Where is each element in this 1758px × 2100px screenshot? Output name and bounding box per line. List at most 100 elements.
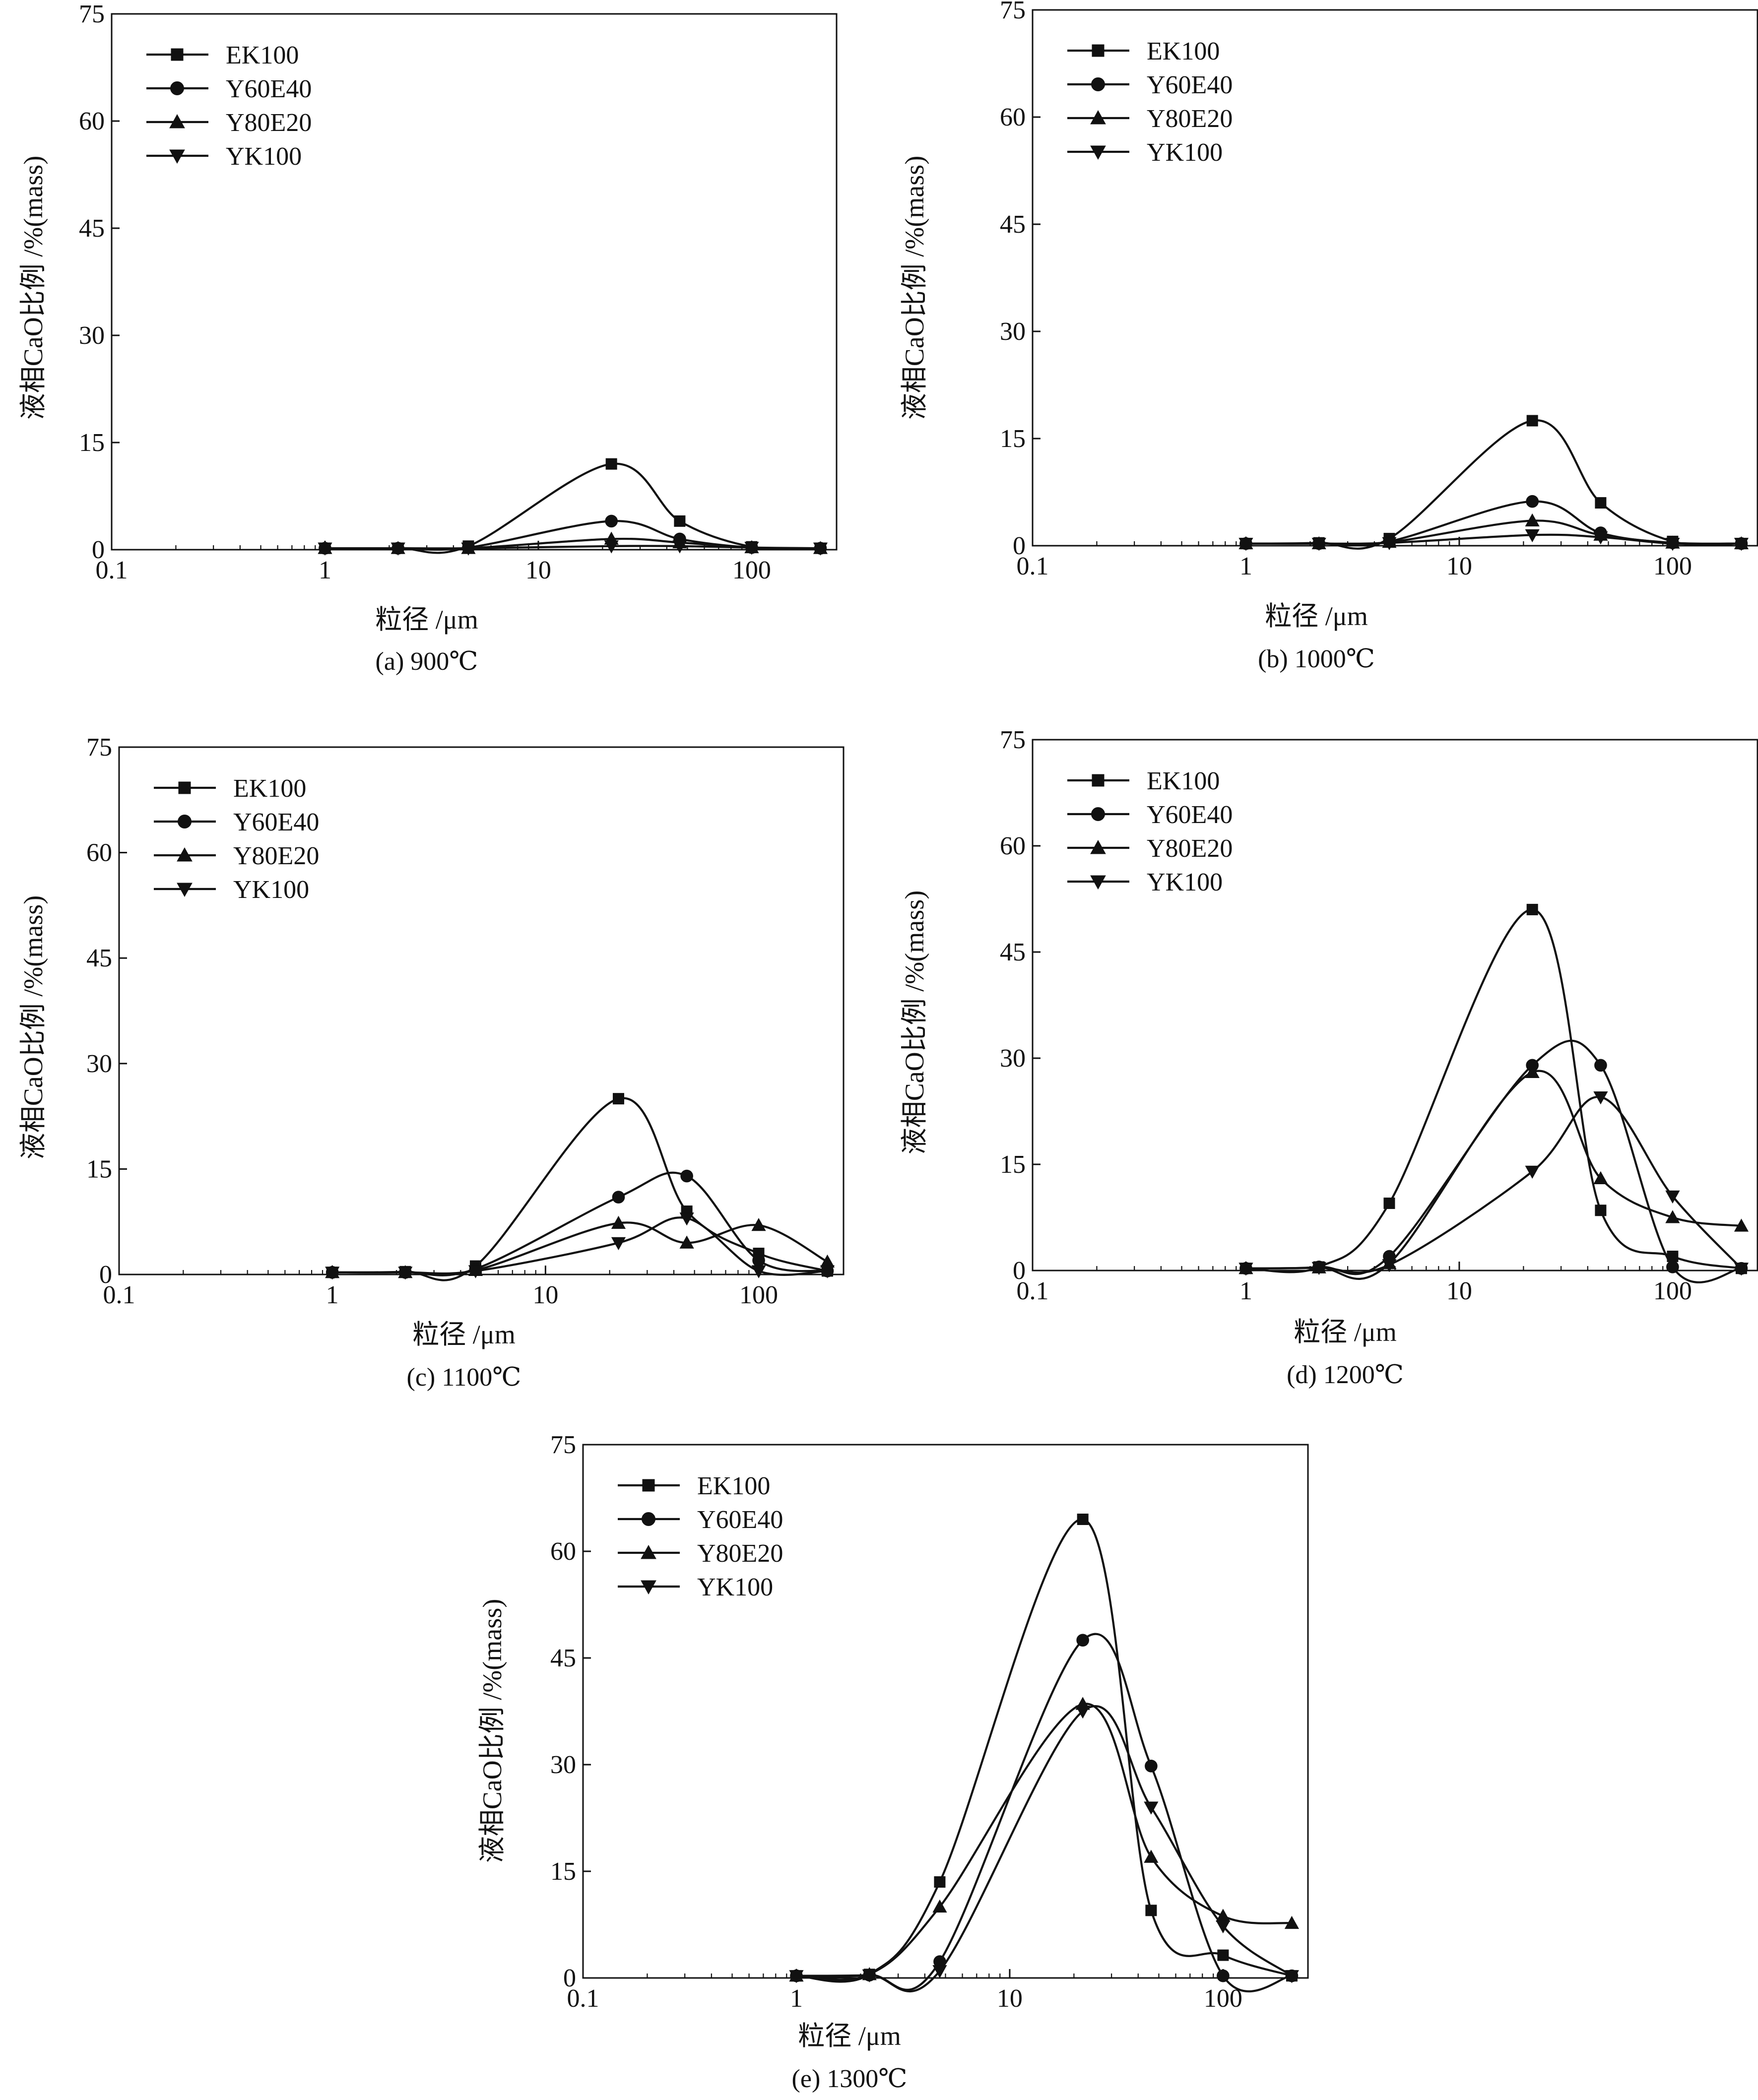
- chart-b-y-tick-label: 45: [1000, 210, 1026, 239]
- chart-d-series-3-point: [1734, 1263, 1749, 1276]
- chart-e-y-axis-label: 液相CaO比例 /%(mass): [477, 1599, 507, 1863]
- chart-e-legend-marker: [641, 1544, 656, 1559]
- chart-b-y-tick-label: 0: [1013, 532, 1026, 560]
- chart-c-y-tick-label: 0: [99, 1261, 112, 1289]
- chart-e-series-1-point: [1145, 1760, 1158, 1773]
- chart-a-legend-marker: [171, 48, 184, 61]
- chart-e-legend-label: Y60E40: [697, 1506, 783, 1534]
- chart-e-series-3-point: [1075, 1706, 1090, 1719]
- chart-c-x-tick-label: 0.1: [103, 1281, 135, 1309]
- chart-d-x-tick-label: 10: [1446, 1277, 1472, 1305]
- chart-e-x-tick-label: 10: [997, 1984, 1023, 2013]
- chart-c-legend-marker: [177, 883, 193, 897]
- chart-c-legend-label: Y80E20: [233, 842, 319, 870]
- chart-d-series-2-point: [1525, 1065, 1540, 1079]
- chart-d-series-2-line: [1245, 1070, 1742, 1280]
- chart-a-caption: (a) 900℃: [376, 647, 478, 676]
- chart-a-x-tick-label: 10: [525, 556, 551, 584]
- chart-d-series-3-point: [1525, 1165, 1540, 1179]
- chart-c-series-3-point: [611, 1237, 626, 1250]
- chart-c-series-3-point: [751, 1265, 766, 1278]
- chart-c-y-tick-label: 45: [86, 944, 112, 972]
- chart-c-y-tick-label: 75: [86, 733, 112, 762]
- chart-a-y-tick-label: 30: [79, 321, 105, 350]
- chart-d-series-2-point: [1593, 1171, 1608, 1185]
- chart-d-y-axis-label: 液相CaO比例 /%(mass): [900, 891, 929, 1154]
- chart-b-x-tick-label: 100: [1653, 552, 1692, 580]
- chart-d-series-2-point: [1734, 1218, 1749, 1232]
- chart-d-series-3-point: [1593, 1091, 1608, 1105]
- chart-d-legend-marker: [1090, 875, 1106, 890]
- chart-b-x-axis-label: 粒径 /μm: [1265, 601, 1367, 631]
- chart-e-series-3-point: [862, 1969, 877, 1983]
- chart-b-y-tick-label: 60: [1000, 103, 1026, 131]
- chart-a-y-tick-label: 45: [79, 214, 105, 243]
- chart-b-series-0-point: [1595, 497, 1607, 509]
- chart-e-y-tick-label: 30: [550, 1751, 576, 1779]
- chart-b-legend-marker: [1091, 77, 1105, 91]
- chart-d-x-tick-label: 0.1: [1017, 1277, 1049, 1305]
- chart-c-series-3-point: [398, 1267, 413, 1280]
- chart-e-series-1-point: [1076, 1634, 1089, 1647]
- chart-e-legend-marker: [642, 1512, 655, 1526]
- chart-e-y-tick-label: 75: [550, 1431, 576, 1459]
- chart-b-series-3-point: [1382, 537, 1397, 551]
- chart-a-x-axis-label: 粒径 /μm: [375, 605, 478, 635]
- chart-a-legend-marker: [170, 81, 184, 95]
- chart-a-series-3-point: [813, 542, 828, 556]
- chart-d-series-1-point: [1594, 1059, 1607, 1072]
- chart-d-series-3-line: [1245, 1096, 1742, 1274]
- chart-d-y-tick-label: 75: [1000, 726, 1026, 754]
- chart-a-legend-marker: [169, 149, 185, 164]
- chart-a-y-axis-label: 液相CaO比例 /%(mass): [18, 156, 48, 420]
- chart-d-y-tick-label: 0: [1013, 1257, 1026, 1285]
- chart-d-y-tick-label: 30: [1000, 1044, 1026, 1073]
- chart-d-legend-marker: [1090, 839, 1106, 854]
- chart-c-series-1-point: [752, 1254, 765, 1267]
- chart-b-x-tick-label: 10: [1446, 552, 1472, 580]
- chart-a-series-0-point: [605, 458, 617, 470]
- chart-e-y-tick-label: 45: [550, 1644, 576, 1672]
- chart-c-legend-marker: [178, 781, 191, 794]
- chart-c-series-0-point: [612, 1093, 624, 1105]
- chart-e-y-tick-label: 0: [563, 1964, 576, 1992]
- chart-c-legend-marker: [177, 847, 193, 862]
- chart-d-legend-marker: [1092, 774, 1105, 787]
- chart-panel-a: 液相CaO比例 /%(mass) 粒径 /μm (a) 900℃ 0 15 30 45…: [18, 0, 838, 676]
- chart-a-y-tick-label: 60: [79, 107, 105, 135]
- chart-c-series-1-point: [680, 1169, 693, 1183]
- chart-d-series-3-point: [1311, 1262, 1326, 1275]
- chart-d-legend-label: Y60E40: [1147, 801, 1233, 829]
- chart-d-legend-label: EK100: [1147, 767, 1220, 795]
- chart-c-caption: (c) 1100℃: [407, 1363, 521, 1392]
- chart-a-series-1-point: [605, 514, 618, 528]
- chart-b-legend-marker: [1090, 110, 1106, 125]
- chart-d-caption: (d) 1200℃: [1287, 1361, 1404, 1389]
- chart-d-x-axis-label: 粒径 /μm: [1294, 1317, 1396, 1347]
- chart-a-x-tick-label: 1: [319, 556, 331, 584]
- chart-d-x-tick-label: 1: [1239, 1277, 1252, 1305]
- chart-b-series-3-point: [1593, 531, 1608, 545]
- chart-a-series-3-point: [461, 542, 476, 556]
- chart-panel-b: 液相CaO比例 /%(mass) 粒径 /μm (b) 1000℃ 0 15 30 4…: [900, 0, 1758, 673]
- chart-c-y-tick-label: 15: [86, 1155, 112, 1183]
- chart-b-legend-label: EK100: [1147, 37, 1220, 65]
- chart-a-legend-marker: [169, 114, 185, 128]
- chart-b-series-3-point: [1665, 538, 1680, 551]
- chart-c-frame: [118, 746, 845, 1275]
- chart-e-series-1-point: [1217, 1969, 1230, 1982]
- chart-d-series-3-point: [1382, 1259, 1397, 1273]
- chart-b-y-tick-label: 75: [1000, 0, 1026, 24]
- chart-e-series-1-line: [796, 1633, 1292, 1993]
- chart-e-legend-marker: [642, 1479, 655, 1492]
- chart-c-legend-marker: [178, 815, 192, 828]
- chart-e-series-3-point: [1144, 1801, 1159, 1815]
- chart-a-frame: [111, 13, 838, 551]
- chart-a-series-0-point: [674, 515, 686, 527]
- chart-b-series-3-point: [1311, 538, 1326, 551]
- chart-b-series-2-point: [1525, 513, 1540, 527]
- chart-c-series-2-point: [611, 1215, 626, 1229]
- chart-a-series-0-line: [325, 462, 821, 554]
- chart-c-x-tick-label: 100: [739, 1281, 778, 1309]
